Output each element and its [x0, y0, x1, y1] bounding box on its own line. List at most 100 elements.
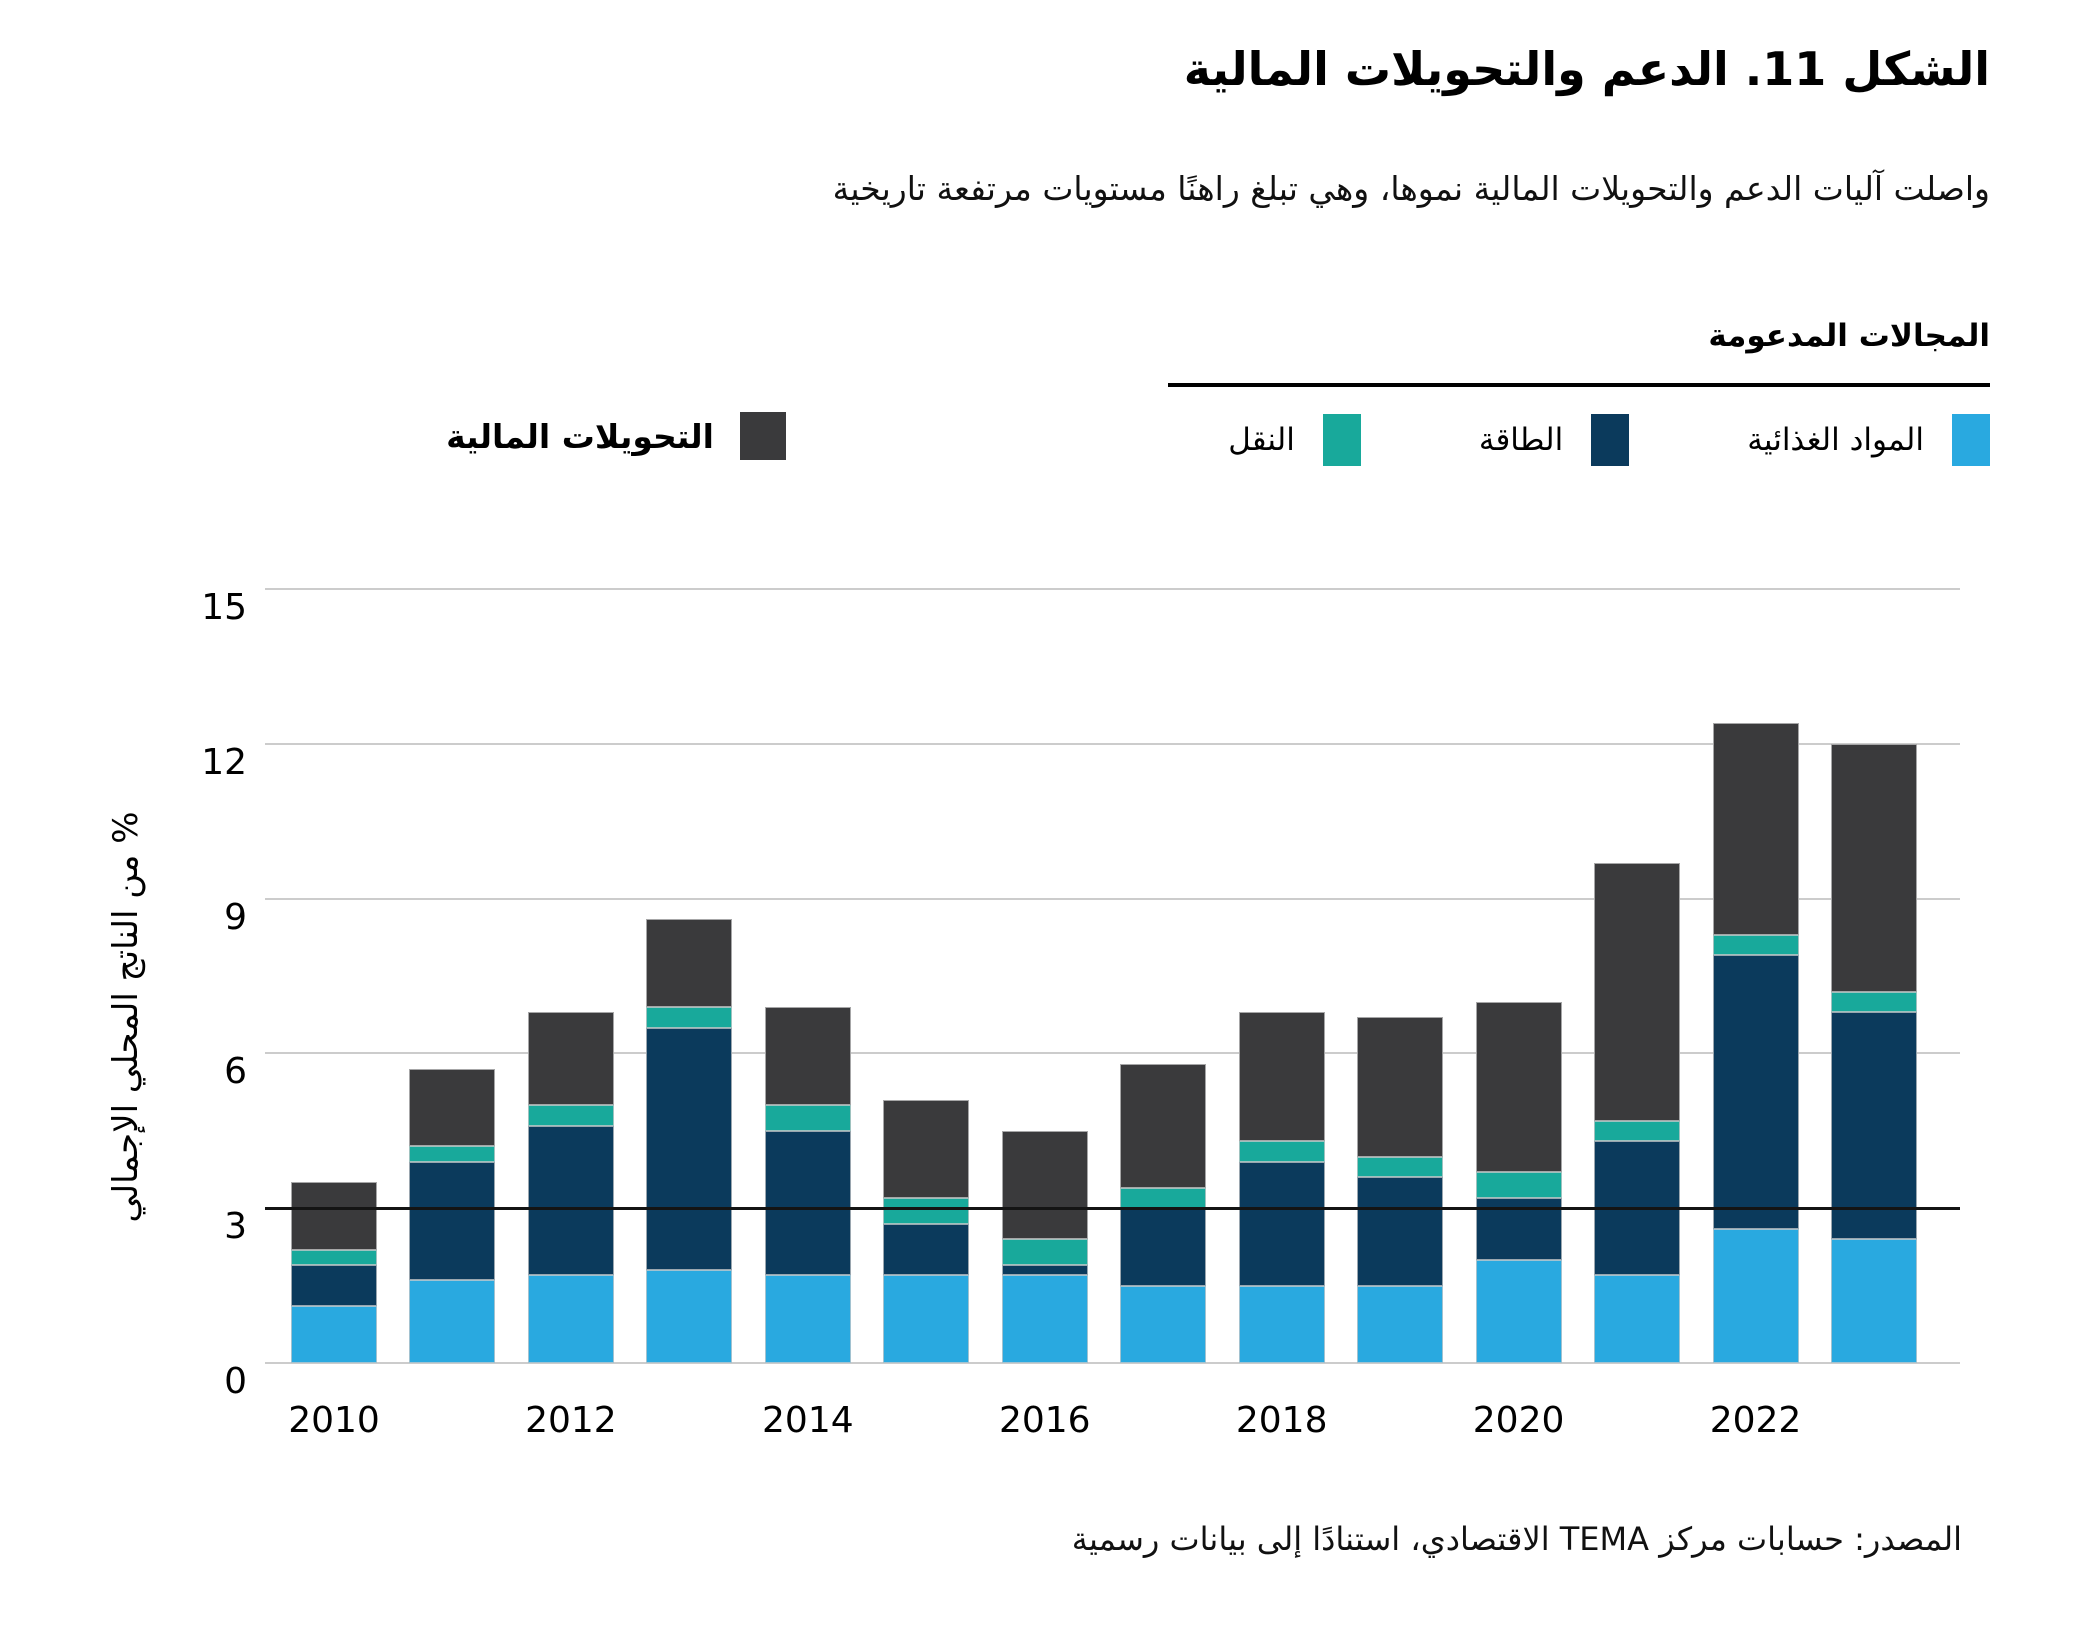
- segment-2015-التحويلات المالية: [883, 1099, 970, 1198]
- segment-2012-الطاقة: [527, 1125, 614, 1276]
- segment-2014-النقل: [764, 1105, 851, 1131]
- segment-2011-المواد الغذائية: [409, 1280, 496, 1363]
- segment-2011-الطاقة: [409, 1161, 496, 1281]
- bar-2017: [1120, 1063, 1207, 1363]
- transport-swatch: [1322, 414, 1361, 466]
- segment-2019-التحويلات المالية: [1357, 1017, 1444, 1157]
- x-tick-2022: 2022: [1709, 1400, 1802, 1441]
- segment-2012-التحويلات المالية: [527, 1012, 614, 1106]
- bar-2010: [291, 1182, 377, 1363]
- bar-2014: [764, 1006, 851, 1363]
- segment-2014-التحويلات المالية: [764, 1006, 851, 1106]
- segment-2017-المواد الغذائية: [1120, 1285, 1207, 1363]
- segment-2015-المواد الغذائية: [883, 1275, 970, 1363]
- legend-group-title: المجالات المدعومة: [1708, 318, 1990, 354]
- gridline-0: [265, 1362, 1960, 1364]
- bar-2011: [409, 1068, 496, 1363]
- bar-2022: [1712, 723, 1799, 1363]
- segment-2013-النقل: [646, 1006, 733, 1028]
- segment-2023-المواد الغذائية: [1830, 1239, 1917, 1363]
- segment-2018-المواد الغذائية: [1238, 1285, 1325, 1363]
- gridline-12: [265, 742, 1960, 745]
- segment-2019-النقل: [1357, 1156, 1444, 1178]
- gridline-6: [265, 1052, 1960, 1055]
- segment-2023-الطاقة: [1830, 1012, 1917, 1240]
- bar-2023: [1830, 743, 1917, 1363]
- segment-2014-الطاقة: [764, 1130, 851, 1276]
- segment-2019-المواد الغذائية: [1357, 1285, 1444, 1363]
- source-note: المصدر: حسابات مركز TEMA الاقتصادي، استن…: [1071, 1520, 1962, 1558]
- y-tick-15: 15: [201, 587, 247, 628]
- segment-2018-النقل: [1238, 1141, 1325, 1162]
- segment-2017-الطاقة: [1120, 1208, 1207, 1286]
- x-tick-2020: 2020: [1472, 1400, 1565, 1441]
- y-tick-6: 6: [224, 1051, 247, 1093]
- bar-2013: [646, 919, 733, 1363]
- segment-2010-النقل: [291, 1249, 377, 1265]
- plot-area: [265, 588, 1960, 1364]
- segment-2014-المواد الغذائية: [764, 1275, 851, 1363]
- segment-2023-النقل: [1830, 991, 1917, 1013]
- bar-2021: [1594, 862, 1681, 1363]
- y-tick-3: 3: [224, 1206, 247, 1248]
- segment-2020-التحويلات المالية: [1475, 1001, 1562, 1173]
- segment-2012-المواد الغذائية: [527, 1275, 614, 1363]
- segment-2022-التحويلات المالية: [1712, 723, 1799, 935]
- segment-2022-الطاقة: [1712, 955, 1799, 1229]
- legend-item-energy: الطاقة: [1478, 414, 1630, 466]
- segment-2018-الطاقة: [1238, 1161, 1325, 1286]
- segment-2019-الطاقة: [1357, 1177, 1444, 1286]
- y-tick-0: 0: [224, 1361, 247, 1402]
- legend-item-transport: النقل: [1228, 414, 1361, 466]
- x-tick-2012: 2012: [525, 1400, 617, 1441]
- segment-2010-المواد الغذائية: [291, 1306, 377, 1363]
- legend-item-transfers: التحويلات المالية: [446, 412, 786, 460]
- segment-2018-التحويلات المالية: [1238, 1012, 1325, 1142]
- bar-2020: [1475, 1001, 1562, 1363]
- x-tick-2016: 2016: [998, 1400, 1091, 1441]
- segment-2016-النقل: [1001, 1239, 1088, 1265]
- transfers-swatch: [740, 412, 786, 460]
- food-swatch: [1952, 414, 1990, 466]
- legend-item-food: المواد الغذائية: [1747, 414, 1990, 466]
- bar-2012: [527, 1012, 614, 1363]
- segment-2016-الطاقة: [1001, 1264, 1088, 1276]
- segment-2011-التحويلات المالية: [409, 1068, 496, 1147]
- segment-2022-المواد الغذائية: [1712, 1228, 1799, 1363]
- segment-2013-الطاقة: [646, 1027, 733, 1271]
- legend-row: المواد الغذائية الطاقة النقل: [1228, 414, 1990, 466]
- food-label: المواد الغذائية: [1747, 422, 1924, 458]
- segment-2017-النقل: [1120, 1187, 1207, 1209]
- y-tick-9: 9: [224, 896, 247, 938]
- gridline-15: [265, 588, 1960, 590]
- x-tick-2010: 2010: [288, 1400, 380, 1441]
- figure-subtitle: واصلت آليات الدعم والتحويلات المالية نمو…: [832, 169, 1990, 208]
- transfers-label: التحويلات المالية: [446, 416, 714, 456]
- bar-2019: [1357, 1017, 1444, 1363]
- bar-2018: [1238, 1012, 1325, 1363]
- segment-2023-التحويلات المالية: [1830, 743, 1917, 992]
- segment-2012-النقل: [527, 1105, 614, 1126]
- segment-2016-التحويلات المالية: [1001, 1130, 1088, 1240]
- y-tick-12: 12: [201, 741, 247, 783]
- segment-2013-التحويلات المالية: [646, 919, 733, 1007]
- segment-2021-النقل: [1594, 1120, 1681, 1142]
- segment-2021-التحويلات المالية: [1594, 862, 1681, 1121]
- figure-title: الشكل 11. الدعم والتحويلات المالية: [1183, 42, 1990, 96]
- segment-2015-النقل: [883, 1197, 970, 1224]
- transport-label: النقل: [1228, 422, 1295, 458]
- segment-2021-المواد الغذائية: [1594, 1275, 1681, 1363]
- energy-swatch: [1591, 414, 1630, 466]
- segment-2020-المواد الغذائية: [1475, 1259, 1562, 1363]
- segment-2016-المواد الغذائية: [1001, 1275, 1088, 1363]
- energy-label: الطاقة: [1478, 422, 1564, 458]
- bar-2015: [883, 1099, 970, 1363]
- x-tick-2014: 2014: [762, 1400, 854, 1441]
- segment-2010-التحويلات المالية: [291, 1182, 377, 1250]
- gridline-9: [265, 897, 1960, 900]
- segment-2020-النقل: [1475, 1172, 1562, 1198]
- segment-2022-النقل: [1712, 934, 1799, 956]
- gridline-3: [265, 1207, 1960, 1211]
- bar-2016: [1001, 1130, 1088, 1363]
